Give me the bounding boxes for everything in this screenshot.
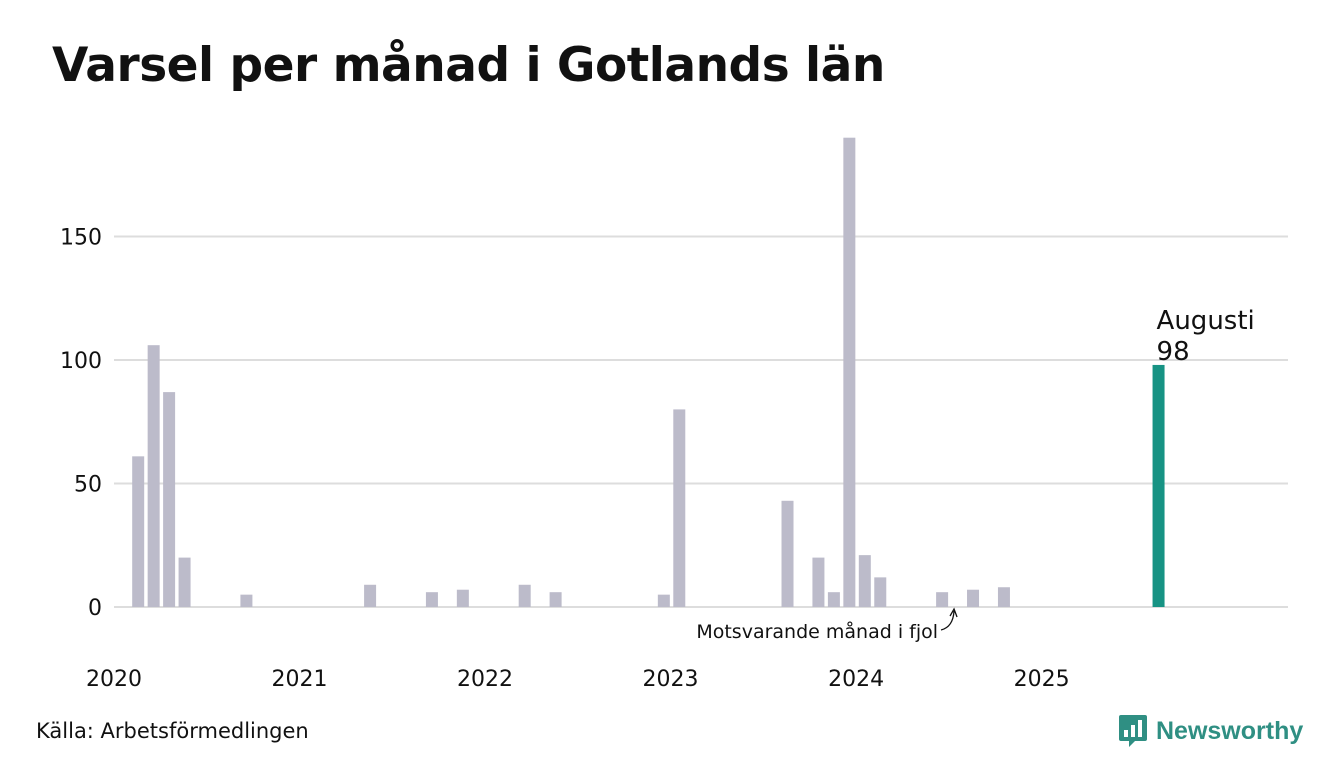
- bar: [163, 392, 176, 607]
- bar: [147, 345, 160, 607]
- bar: [673, 409, 686, 607]
- y-axis-ticks: 0 50 100 150: [60, 226, 102, 622]
- bars: [132, 137, 1165, 607]
- annotation-arrow: [940, 610, 955, 631]
- bar: [456, 589, 469, 607]
- brand-name: Newsworthy: [1156, 716, 1304, 745]
- source-note: Källa: Arbetsförmedlingen: [36, 719, 309, 743]
- gridlines: [114, 235, 1288, 608]
- bar: [364, 584, 377, 607]
- bar: [858, 555, 871, 607]
- brand[interactable]: Newsworthy: [1118, 714, 1303, 748]
- bar: [425, 592, 438, 607]
- bar: [518, 584, 531, 607]
- y-tick-label: 50: [74, 473, 102, 498]
- bar: [843, 137, 856, 607]
- bar: [827, 592, 840, 607]
- x-tick-label: 2021: [272, 667, 328, 692]
- highlight-month-label: Augusti: [1157, 306, 1255, 336]
- annotation: Motsvarande månad i fjol: [696, 607, 958, 643]
- bar: [657, 594, 670, 607]
- x-tick-label: 2024: [828, 667, 884, 692]
- bar: [240, 594, 253, 607]
- y-tick-label: 0: [88, 596, 102, 621]
- x-tick-label: 2022: [457, 667, 513, 692]
- x-tick-label: 2023: [643, 667, 699, 692]
- bar: [812, 557, 825, 607]
- x-tick-label: 2020: [86, 667, 142, 692]
- x-tick-label: 2025: [1014, 667, 1070, 692]
- chart-title: Varsel per månad i Gotlands län: [52, 38, 885, 93]
- bar: [874, 577, 887, 607]
- bar-highlight: [1152, 364, 1165, 607]
- highlight-value-label: 98: [1157, 337, 1190, 367]
- bar: [967, 589, 980, 607]
- annotation-text: Motsvarande månad i fjol: [696, 620, 938, 643]
- bar: [132, 456, 145, 607]
- bar: [549, 592, 562, 607]
- x-axis-ticks: 2020 2021 2022 2023 2024 2025: [86, 667, 1070, 692]
- annotation-arrowhead: [949, 607, 958, 618]
- y-tick-label: 150: [60, 226, 102, 251]
- bar: [781, 500, 794, 607]
- bar: [936, 592, 949, 607]
- newsworthy-logo-icon: [1119, 715, 1147, 747]
- y-tick-label: 100: [60, 349, 102, 374]
- bar: [997, 587, 1010, 607]
- bar: [178, 557, 191, 607]
